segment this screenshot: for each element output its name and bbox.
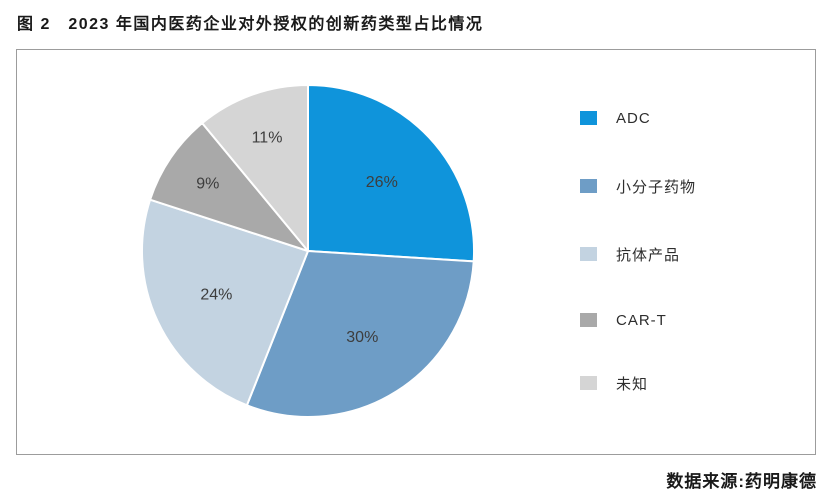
data-source: 数据来源:药明康德 — [666, 472, 817, 491]
legend-swatch-icon — [580, 376, 597, 390]
pie-slice-2 — [140, 198, 309, 407]
legend-label: 小分子药物 — [616, 178, 697, 196]
legend-swatch-icon — [580, 313, 597, 327]
legend-item-1: 小分子药物 — [580, 176, 696, 196]
legend-label: 未知 — [616, 375, 649, 393]
legend-item-0: ADC — [580, 108, 651, 128]
legend-swatch-icon — [580, 247, 597, 261]
legend-label: 抗体产品 — [616, 246, 681, 264]
pie-slice-label-0: 26% — [366, 174, 398, 191]
pie-slice-label-3: 9% — [196, 175, 219, 192]
pie-slice-0 — [307, 84, 476, 263]
legend-label: ADC — [616, 109, 651, 127]
chart-frame: 26% 30% 24% 9% 11% ADC 小分子药物抗体产品 CAR-T 未知 — [16, 49, 816, 455]
legend-label: CAR-T — [616, 311, 667, 329]
pie-slice-label-2: 24% — [200, 287, 232, 304]
legend-swatch-icon — [580, 179, 597, 193]
pie-slice-3 — [149, 122, 309, 252]
pie-chart: 26% 30% 24% 9% 11% — [140, 84, 476, 418]
legend-item-4: 未知 — [580, 373, 648, 393]
chart-legend: ADC 小分子药物抗体产品 CAR-T 未知 — [580, 50, 810, 454]
pie-slice-1 — [245, 250, 475, 418]
pie-slice-4 — [201, 84, 309, 252]
legend-item-2: 抗体产品 — [580, 244, 680, 264]
legend-item-3: CAR-T — [580, 310, 667, 330]
pie-slice-label-1: 30% — [346, 329, 378, 346]
pie-slice-label-4: 11% — [252, 130, 283, 147]
figure-title: 图 2 2023 年国内医药企业对外授权的创新药类型占比情况 — [17, 16, 484, 33]
legend-swatch-icon — [580, 111, 597, 125]
